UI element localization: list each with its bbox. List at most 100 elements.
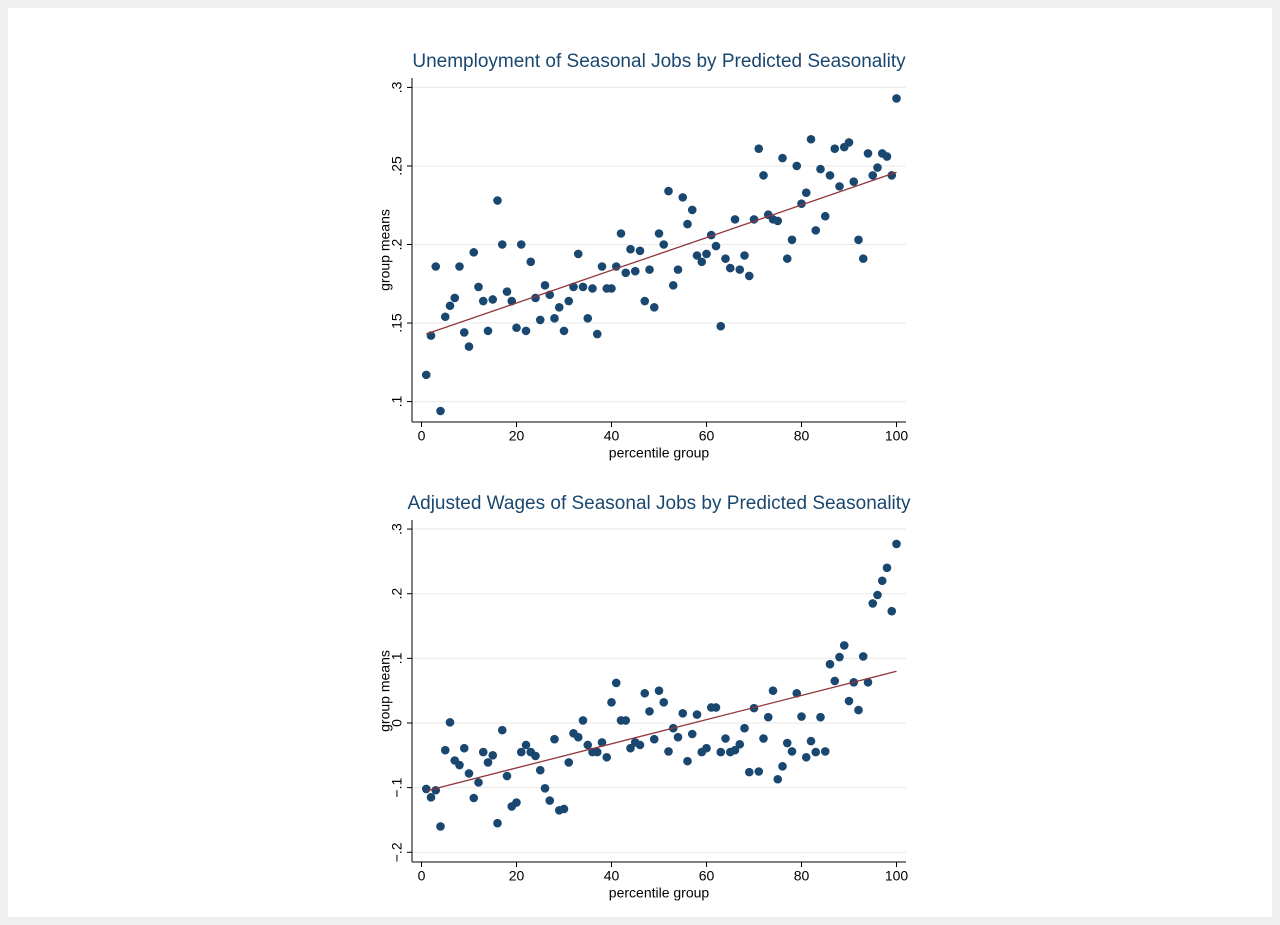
point (730, 745, 740, 755)
point (654, 686, 664, 695)
point (464, 769, 474, 778)
point (721, 734, 730, 743)
point (559, 326, 569, 336)
point (778, 762, 787, 771)
point (431, 262, 441, 271)
point (683, 756, 692, 766)
point (526, 257, 536, 267)
point (459, 743, 469, 753)
point (692, 251, 702, 260)
point (835, 182, 844, 191)
point (459, 328, 469, 337)
point (455, 262, 464, 271)
point (616, 229, 626, 238)
point (540, 783, 550, 793)
point (464, 342, 474, 351)
point (868, 171, 878, 180)
point (659, 240, 669, 249)
point (692, 710, 702, 719)
point (892, 539, 901, 549)
point (830, 144, 840, 153)
point (801, 752, 811, 762)
point (564, 296, 574, 306)
point (488, 295, 498, 304)
chart-title: Adjusted Wages of Seasonal Jobs by Predi… (407, 493, 911, 514)
x-tick-label: 80 (794, 868, 810, 884)
point (744, 271, 754, 281)
x-tick-label: 100 (885, 428, 909, 444)
y-tick-label: .15 (389, 313, 405, 333)
y-tick-label: −.2 (389, 842, 405, 862)
y-tick-label: .1 (389, 652, 405, 664)
point (607, 698, 616, 707)
point (773, 216, 783, 226)
point (820, 747, 830, 756)
plot-area (412, 78, 906, 422)
point (735, 740, 745, 749)
point (626, 244, 635, 254)
point (421, 784, 431, 794)
point (811, 226, 821, 235)
y-tick-label: 0 (389, 719, 405, 727)
point (521, 326, 531, 336)
point (673, 732, 683, 742)
point (531, 751, 540, 761)
x-tick-label: 60 (699, 868, 715, 884)
point (873, 163, 882, 172)
point (754, 767, 764, 776)
point (621, 268, 631, 278)
point (678, 193, 688, 202)
point (478, 747, 488, 757)
point (768, 686, 778, 695)
y-tick-label: .3 (389, 81, 405, 93)
x-tick-label: 40 (604, 428, 620, 444)
point (825, 659, 835, 669)
point (611, 262, 621, 271)
x-tick-label: 80 (794, 428, 810, 444)
point (578, 282, 588, 292)
point (588, 284, 597, 293)
point (497, 725, 507, 735)
point (744, 767, 754, 777)
x-tick-label: 40 (604, 868, 620, 884)
fit-line (426, 171, 897, 335)
point (754, 144, 764, 153)
point (763, 712, 773, 722)
point (683, 219, 692, 229)
point (483, 326, 493, 336)
point (469, 248, 479, 257)
point (716, 747, 726, 757)
point (573, 732, 583, 742)
x-tick-label: 20 (509, 868, 525, 884)
point (659, 698, 669, 707)
point (740, 251, 749, 260)
point (668, 281, 678, 290)
x-tick-label: 0 (418, 868, 426, 884)
point (611, 678, 621, 688)
point (559, 804, 569, 814)
point (502, 287, 512, 296)
point (483, 758, 493, 767)
point (493, 818, 502, 828)
point (892, 94, 901, 103)
point (673, 265, 683, 274)
point (678, 709, 688, 718)
point (640, 296, 650, 306)
point (445, 718, 455, 727)
point (607, 284, 616, 293)
y-tick-label: .3 (389, 523, 405, 535)
point (550, 734, 559, 744)
point (421, 370, 431, 380)
point (711, 703, 721, 712)
point (516, 240, 526, 249)
fit-line (426, 670, 897, 792)
point (854, 235, 863, 245)
point (868, 599, 878, 608)
x-tick-label: 20 (509, 428, 525, 444)
y-tick-label: .2 (389, 238, 405, 250)
point (863, 677, 873, 687)
point (645, 265, 654, 274)
point (887, 606, 897, 616)
point (716, 321, 726, 331)
